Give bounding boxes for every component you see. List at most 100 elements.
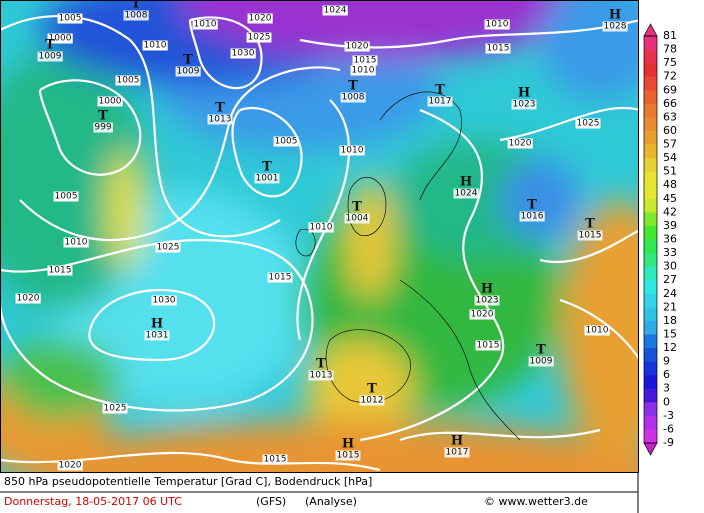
pressure-center-symbol: H (481, 282, 493, 297)
pressure-center-bg (359, 395, 385, 406)
pressure-center-bg (254, 173, 280, 184)
pressure-center-value: 1023 (513, 100, 536, 110)
colorbar-tick-label: -3 (663, 409, 674, 422)
isobar-label: 1020 (471, 310, 494, 320)
isobar-label: 1024 (324, 6, 347, 16)
isobar-label: 1015 (477, 341, 500, 351)
colorbar-tick-label: 63 (663, 110, 677, 123)
colorbar-band (644, 130, 657, 146)
isobar-label-bg (142, 40, 168, 51)
isobar-label: 1000 (49, 34, 72, 44)
isobar-label-bg (192, 19, 218, 30)
isobar-label: 1015 (487, 44, 510, 54)
colorbar-tick-label: 48 (663, 178, 677, 191)
isobar-label-bg (115, 75, 141, 86)
colorbar-tick-label: 60 (663, 124, 677, 137)
pressure-center-symbol: T (348, 79, 358, 94)
pressure-center-value: 1024 (455, 189, 478, 199)
pressure-center-symbol: T (367, 382, 377, 397)
isobar-label-bg (97, 96, 123, 107)
colorbar-band (644, 253, 657, 268)
isobar-label: 1010 (310, 223, 333, 233)
isobar-label: 1010 (341, 146, 364, 156)
pressure-center-value: 1008 (342, 93, 365, 103)
colorbar-band (644, 266, 657, 281)
colorbar-tick-label: 69 (663, 83, 677, 96)
colorbar-tick-label: 24 (663, 287, 677, 300)
footer-date: Donnerstag, 18-05-2017 06 UTC (4, 495, 182, 508)
pressure-center-symbol: T (435, 83, 445, 98)
colorbar-tick-label: -9 (663, 436, 674, 449)
isobar-label-bg (344, 41, 370, 52)
colorbar-tick-label: 15 (663, 327, 677, 340)
colorbar-tick-label: 75 (663, 56, 677, 69)
colorbar-tick-label: 0 (663, 395, 670, 408)
pressure-center-value: 1017 (429, 97, 452, 107)
colorbar-band (644, 348, 657, 363)
isobar-label: 1020 (249, 14, 272, 24)
isobar-label: 1020 (509, 139, 532, 149)
isobar-label: 1025 (577, 119, 600, 129)
pressure-center-bg (474, 295, 500, 306)
colorbar-band (644, 117, 657, 132)
colorbar-band (644, 63, 657, 78)
pressure-center-symbol: T (527, 198, 537, 213)
colorbar-tick-label: 57 (663, 138, 677, 151)
colorbar-tick-label: -6 (663, 422, 674, 435)
isobar-label-bg (102, 403, 128, 414)
pressure-center-bg (335, 450, 361, 461)
pressure-center-value: 1016 (521, 212, 544, 222)
colorbar-band (644, 415, 657, 430)
pressure-center-bg (340, 92, 366, 103)
pressure-center-bg (93, 122, 113, 133)
pressure-center-bg (519, 211, 545, 222)
isobar-label: 1020 (59, 461, 82, 471)
isobar-label: 1015 (269, 273, 292, 283)
isobar-label-bg (151, 295, 177, 306)
pressure-center-symbol: H (518, 86, 530, 101)
isobar-label-bg (247, 13, 273, 24)
pressure-center-value: 1015 (337, 451, 360, 461)
pressure-center-bg (602, 21, 628, 32)
colorbar-band (644, 388, 657, 403)
isobar-label: 1030 (232, 49, 255, 59)
colorbar-tick-label: 18 (663, 314, 677, 327)
isobar-label: 1010 (194, 20, 217, 30)
colorbar-tick-label: 36 (663, 233, 677, 246)
colorbar-tick-label: 12 (663, 341, 677, 354)
isobar-label: 1005 (117, 76, 140, 86)
footer-run: (Analyse) (305, 495, 357, 508)
pressure-center-symbol: H (151, 317, 163, 332)
pressure-center-symbol: H (609, 8, 621, 23)
pressure-center-symbol: T (45, 38, 55, 53)
colorbar-band (644, 307, 657, 322)
pressure-center-bg (344, 213, 370, 224)
colorbar-band (644, 103, 657, 118)
colorbar-bottom-arrow (643, 442, 658, 456)
pressure-center-value: 1009 (177, 67, 200, 77)
isobar-label: 1005 (55, 192, 78, 202)
pressure-center-value: 1012 (361, 396, 384, 406)
footer-model: (GFS) (256, 495, 286, 508)
isobar-label: 1020 (346, 42, 369, 52)
pressure-center-symbol: H (460, 175, 472, 190)
isobar-label-bg (63, 237, 89, 248)
isobar-label-bg (246, 32, 272, 43)
colorbar-band (644, 36, 657, 51)
colorbar-band (644, 198, 657, 213)
isobar-label: 1015 (264, 455, 287, 465)
colorbar-tick-label: 78 (663, 43, 677, 56)
colorbar-band (644, 49, 657, 64)
colorbar-tick-label: 42 (663, 205, 677, 218)
isobar-label-bg (230, 48, 256, 59)
pressure-center-symbol: T (183, 53, 193, 68)
colorbar-band (644, 212, 657, 227)
isobar-label-bg (53, 191, 79, 202)
colorbar-band (644, 185, 657, 200)
colorbar-tick-label: 9 (663, 355, 670, 368)
pressure-center-bg (528, 356, 554, 367)
isobar-label-bg (273, 136, 299, 147)
colorbar: 8178757269666360575451484542393633302724… (643, 23, 677, 456)
colorbar-band (644, 375, 657, 390)
pressure-center-symbol: T (262, 160, 272, 175)
